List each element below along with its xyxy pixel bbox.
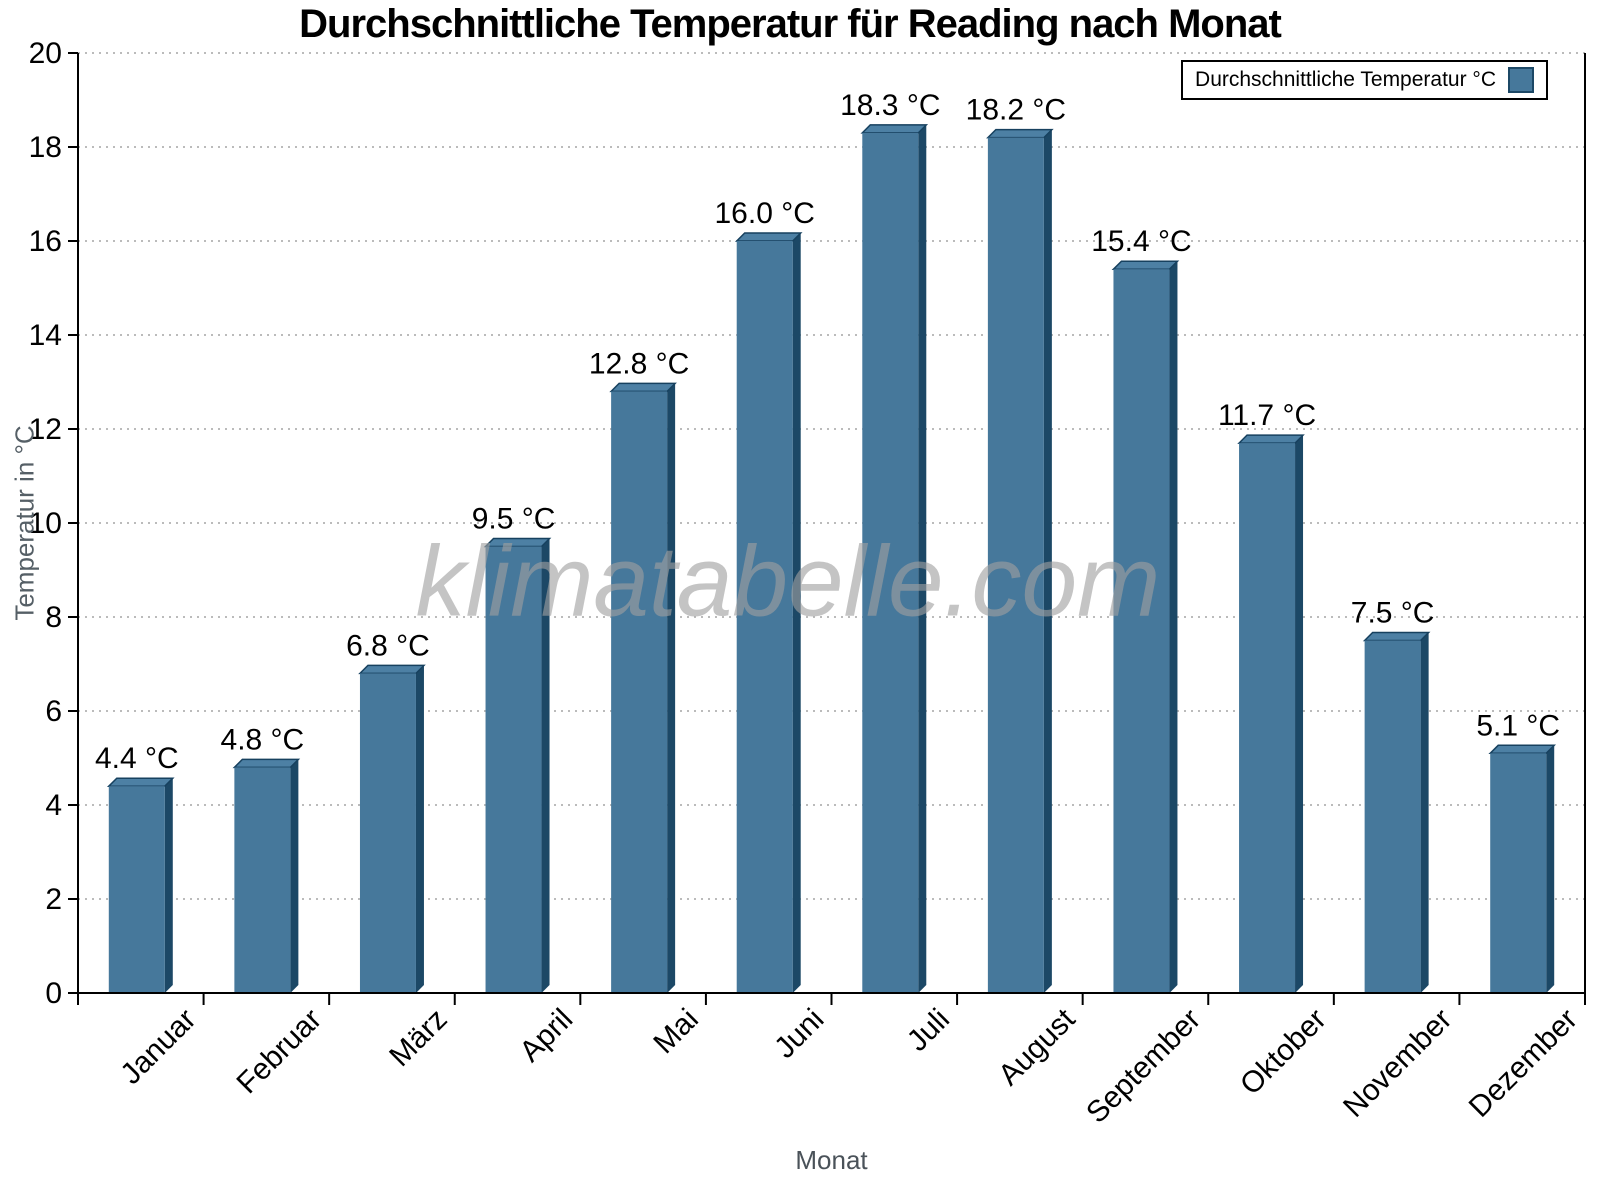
bar-value-label: 4.8 °C — [221, 723, 305, 756]
y-axis-title: Temperatur in °C — [9, 425, 40, 621]
bar-side-face[interactable] — [415, 665, 424, 993]
bar-value-label: 6.8 °C — [346, 629, 430, 662]
y-tick-label: 14 — [29, 319, 62, 352]
bar[interactable] — [1113, 269, 1170, 993]
bar-top-face[interactable] — [1237, 434, 1305, 444]
bar-top-face[interactable] — [1111, 260, 1180, 270]
x-axis-label: Januar — [114, 1003, 202, 1091]
bar-side-face[interactable] — [1420, 632, 1429, 994]
bar-side-face[interactable] — [918, 124, 927, 993]
x-axis-label: Juni — [768, 1003, 830, 1065]
bar-side-face[interactable] — [541, 538, 550, 994]
bar[interactable] — [1364, 640, 1421, 994]
y-tick-label: 6 — [45, 695, 62, 728]
x-axis-title: Monat — [795, 1145, 868, 1175]
x-axis-label: Februar — [231, 1003, 329, 1101]
bar[interactable] — [485, 546, 542, 994]
x-axis-label: Juli — [901, 1003, 956, 1058]
bar[interactable] — [987, 137, 1044, 994]
bar-top-face[interactable] — [483, 537, 552, 548]
bar[interactable] — [736, 241, 793, 993]
bar[interactable] — [234, 767, 291, 993]
bar-side-face[interactable] — [290, 759, 299, 993]
y-tick-label: 0 — [45, 977, 62, 1010]
bar-value-label: 7.5 °C — [1351, 597, 1435, 630]
bar-top-face[interactable] — [860, 124, 929, 134]
x-axis-label: April — [514, 1003, 580, 1069]
x-axis-label: Mai — [647, 1003, 705, 1061]
bar-value-label: 18.2 °C — [966, 94, 1066, 127]
bar-value-label: 5.1 °C — [1476, 709, 1560, 742]
bar[interactable] — [1490, 753, 1547, 993]
x-axis-label: August — [992, 1002, 1082, 1092]
y-tick-label: 10 — [29, 507, 62, 540]
legend-label: Durchschnittliche Temperatur °C — [1195, 68, 1496, 91]
bar-value-label: 12.8 °C — [589, 347, 689, 380]
bar-side-face[interactable] — [1295, 435, 1304, 994]
bar[interactable] — [862, 132, 919, 993]
bar-top-face[interactable] — [106, 777, 175, 787]
bar-top-face[interactable] — [358, 664, 426, 675]
bar-top-face[interactable] — [734, 232, 803, 242]
bar[interactable] — [359, 673, 416, 993]
bar-top-face[interactable] — [1488, 744, 1557, 755]
y-tick-label: 20 — [29, 37, 62, 70]
bar-side-face[interactable] — [1043, 129, 1052, 994]
bar-value-label: 15.4 °C — [1091, 225, 1191, 258]
y-tick-label: 16 — [29, 225, 62, 258]
bar-value-label: 9.5 °C — [472, 503, 556, 536]
bar-side-face[interactable] — [1546, 745, 1555, 993]
x-axis-label: September — [1080, 1003, 1207, 1130]
x-axis-label: November — [1337, 1003, 1458, 1124]
bar-value-label: 11.7 °C — [1218, 399, 1316, 432]
x-axis-label: Oktober — [1234, 1003, 1333, 1102]
bar-side-face[interactable] — [667, 383, 676, 993]
bar-value-label: 16.0 °C — [715, 197, 815, 230]
x-axis-label: Dezember — [1463, 1003, 1584, 1124]
bar-side-face[interactable] — [792, 233, 801, 993]
y-tick-label: 2 — [45, 883, 62, 916]
bar-side-face[interactable] — [164, 778, 173, 993]
y-tick-label: 18 — [29, 131, 62, 164]
y-tick-label: 4 — [45, 789, 62, 822]
legend-swatch-icon — [1508, 67, 1534, 93]
legend-item[interactable]: Durchschnittliche Temperatur °C — [1181, 60, 1548, 100]
bar-side-face[interactable] — [1169, 261, 1178, 993]
x-axis-label: März — [383, 1003, 453, 1073]
bar-top-face[interactable] — [986, 128, 1054, 139]
bar-top-face[interactable] — [1362, 631, 1431, 642]
bar-value-label: 4.4 °C — [95, 742, 179, 775]
bar-value-label: 18.3 °C — [840, 89, 940, 122]
chart-title: Durchschnittliche Temperatur für Reading… — [299, 2, 1282, 46]
y-tick-label: 12 — [29, 413, 62, 446]
bar[interactable] — [1239, 443, 1296, 994]
bar-top-face[interactable] — [232, 758, 301, 769]
bar[interactable] — [108, 786, 165, 993]
bar-top-face[interactable] — [609, 382, 677, 393]
bar[interactable] — [611, 391, 668, 993]
y-tick-label: 8 — [45, 601, 62, 634]
